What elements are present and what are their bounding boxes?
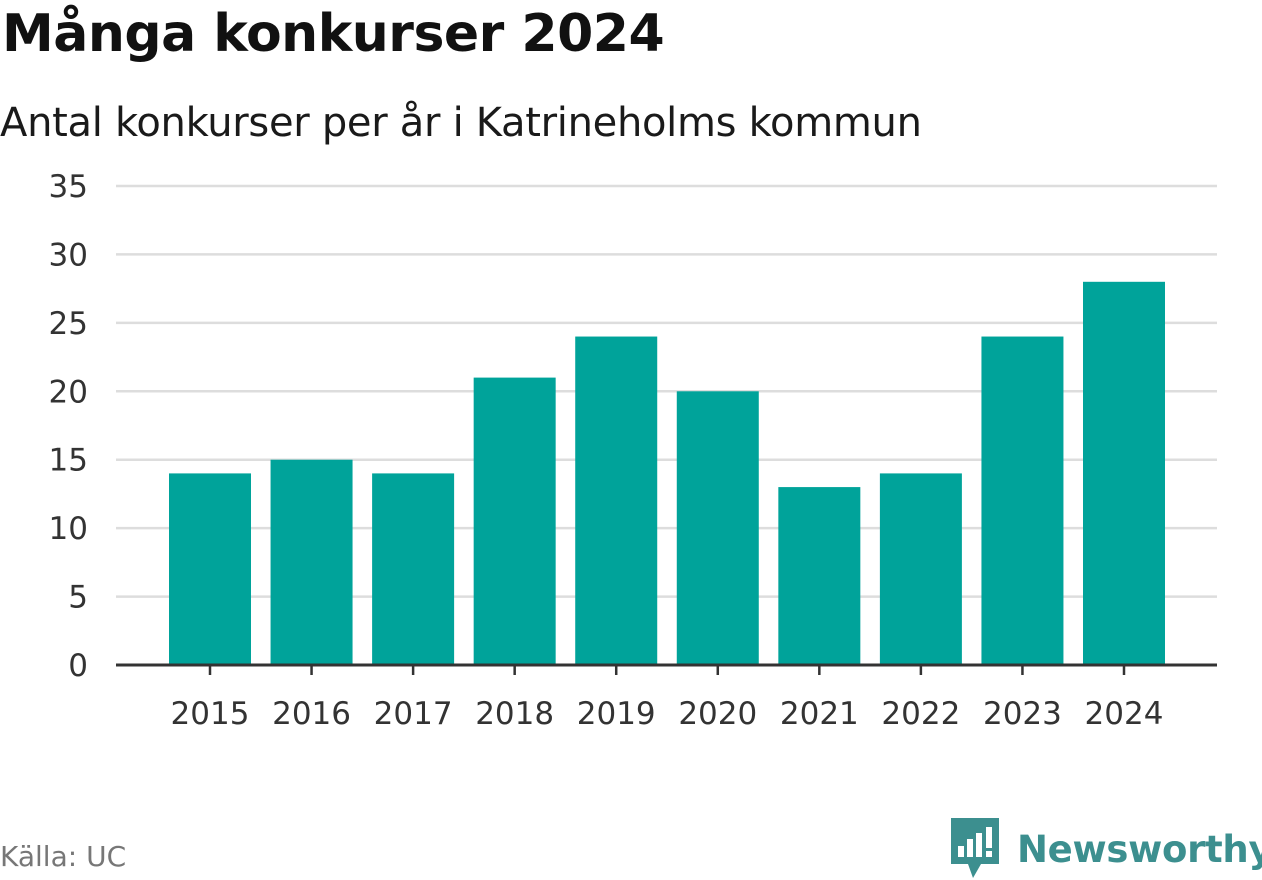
- y-tick-label: 15: [49, 443, 88, 479]
- y-tick-label: 30: [49, 237, 88, 273]
- bar: [473, 377, 556, 665]
- y-tick-label: 35: [49, 169, 88, 205]
- x-tick-label: 2017: [374, 696, 453, 732]
- bar: [778, 487, 861, 665]
- x-tick-label: 2022: [881, 696, 960, 732]
- x-tick-label: 2024: [1085, 696, 1164, 732]
- chart-title: Många konkurser 2024: [2, 4, 665, 64]
- y-tick-label: 0: [68, 648, 88, 684]
- bar: [372, 473, 455, 665]
- x-axis-ticks: 2015 2016 2017 2018 2019 2020 2021 2022 2023 2024: [171, 665, 1164, 732]
- x-tick-label: 2023: [983, 696, 1062, 732]
- brand: Newsworthy: [951, 818, 1262, 880]
- x-tick-label: 2015: [171, 696, 250, 732]
- y-tick-label: 25: [49, 306, 88, 342]
- x-tick-label: 2018: [475, 696, 554, 732]
- bar: [169, 473, 251, 665]
- source-note: Källa: UC: [0, 840, 127, 873]
- bar: [981, 336, 1064, 665]
- x-tick-label: 2016: [272, 696, 351, 732]
- y-tick-label: 5: [68, 580, 88, 616]
- y-tick-label: 10: [49, 511, 88, 547]
- bar: [1083, 281, 1165, 665]
- x-tick-label: 2019: [577, 696, 656, 732]
- bar: [879, 473, 962, 665]
- bar: [575, 336, 658, 665]
- y-axis-ticks: 0 5 10 15 20 25 30 35: [49, 169, 88, 684]
- chart-subtitle: Antal konkurser per år i Katrineholms ko…: [0, 100, 922, 146]
- bars: [169, 281, 1165, 665]
- newsworthy-logo-icon: [951, 818, 999, 878]
- x-tick-label: 2021: [780, 696, 859, 732]
- bar: [270, 459, 353, 665]
- bar: [676, 391, 759, 665]
- brand-name: Newsworthy: [1017, 827, 1262, 871]
- y-tick-label: 20: [49, 374, 88, 410]
- x-tick-label: 2020: [678, 696, 757, 732]
